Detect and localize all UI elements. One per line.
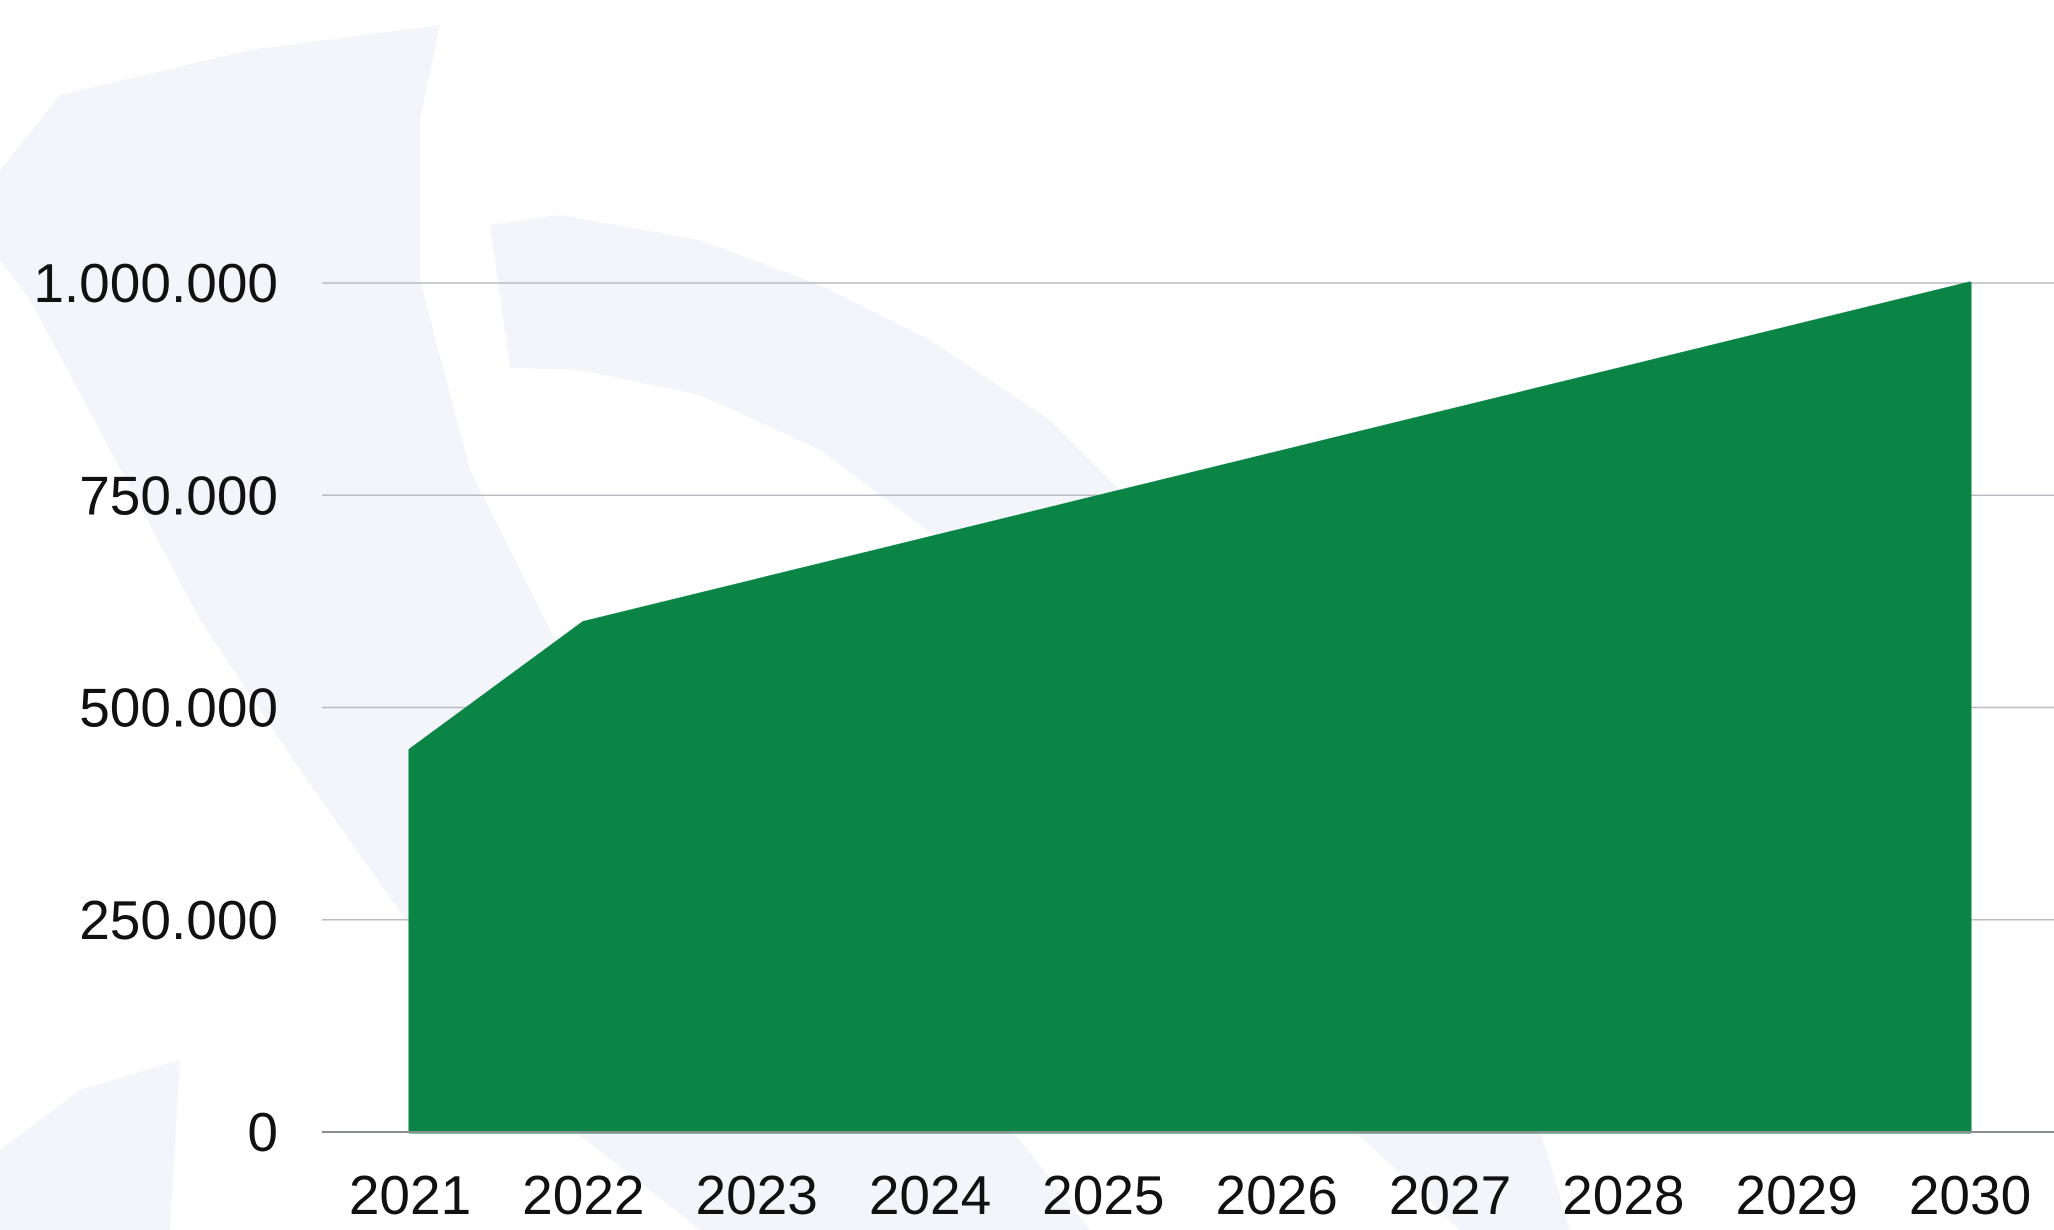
x-tick-label: 2021 — [349, 1164, 471, 1226]
area-fill — [408, 281, 1972, 1134]
watermark-corner-shape — [0, 1060, 180, 1230]
y-tick-label: 250.000 — [79, 889, 278, 951]
x-tick-label: 2023 — [695, 1164, 817, 1226]
x-tick-label: 2029 — [1735, 1164, 1857, 1226]
y-tick-label: 500.000 — [79, 677, 278, 739]
x-axis-ticks: 2021 2022 2023 2024 2025 2026 2027 2028 2029 2030 — [349, 1164, 2031, 1226]
x-tick-label: 2028 — [1562, 1164, 1684, 1226]
y-tick-label: 0 — [247, 1101, 278, 1163]
area-series — [408, 281, 1972, 1134]
x-tick-label: 2022 — [522, 1164, 644, 1226]
x-tick-label: 2027 — [1389, 1164, 1511, 1226]
x-tick-label: 2026 — [1215, 1164, 1337, 1226]
x-tick-label: 2025 — [1042, 1164, 1164, 1226]
x-tick-label: 2024 — [869, 1164, 991, 1226]
y-axis-ticks: 0 250.000 500.000 750.000 1.000.000 — [33, 252, 278, 1163]
x-tick-label: 2030 — [1909, 1164, 2031, 1226]
y-tick-label: 1.000.000 — [33, 252, 278, 314]
watermark-leaf-shape — [0, 25, 1090, 1230]
y-tick-label: 750.000 — [79, 464, 278, 526]
